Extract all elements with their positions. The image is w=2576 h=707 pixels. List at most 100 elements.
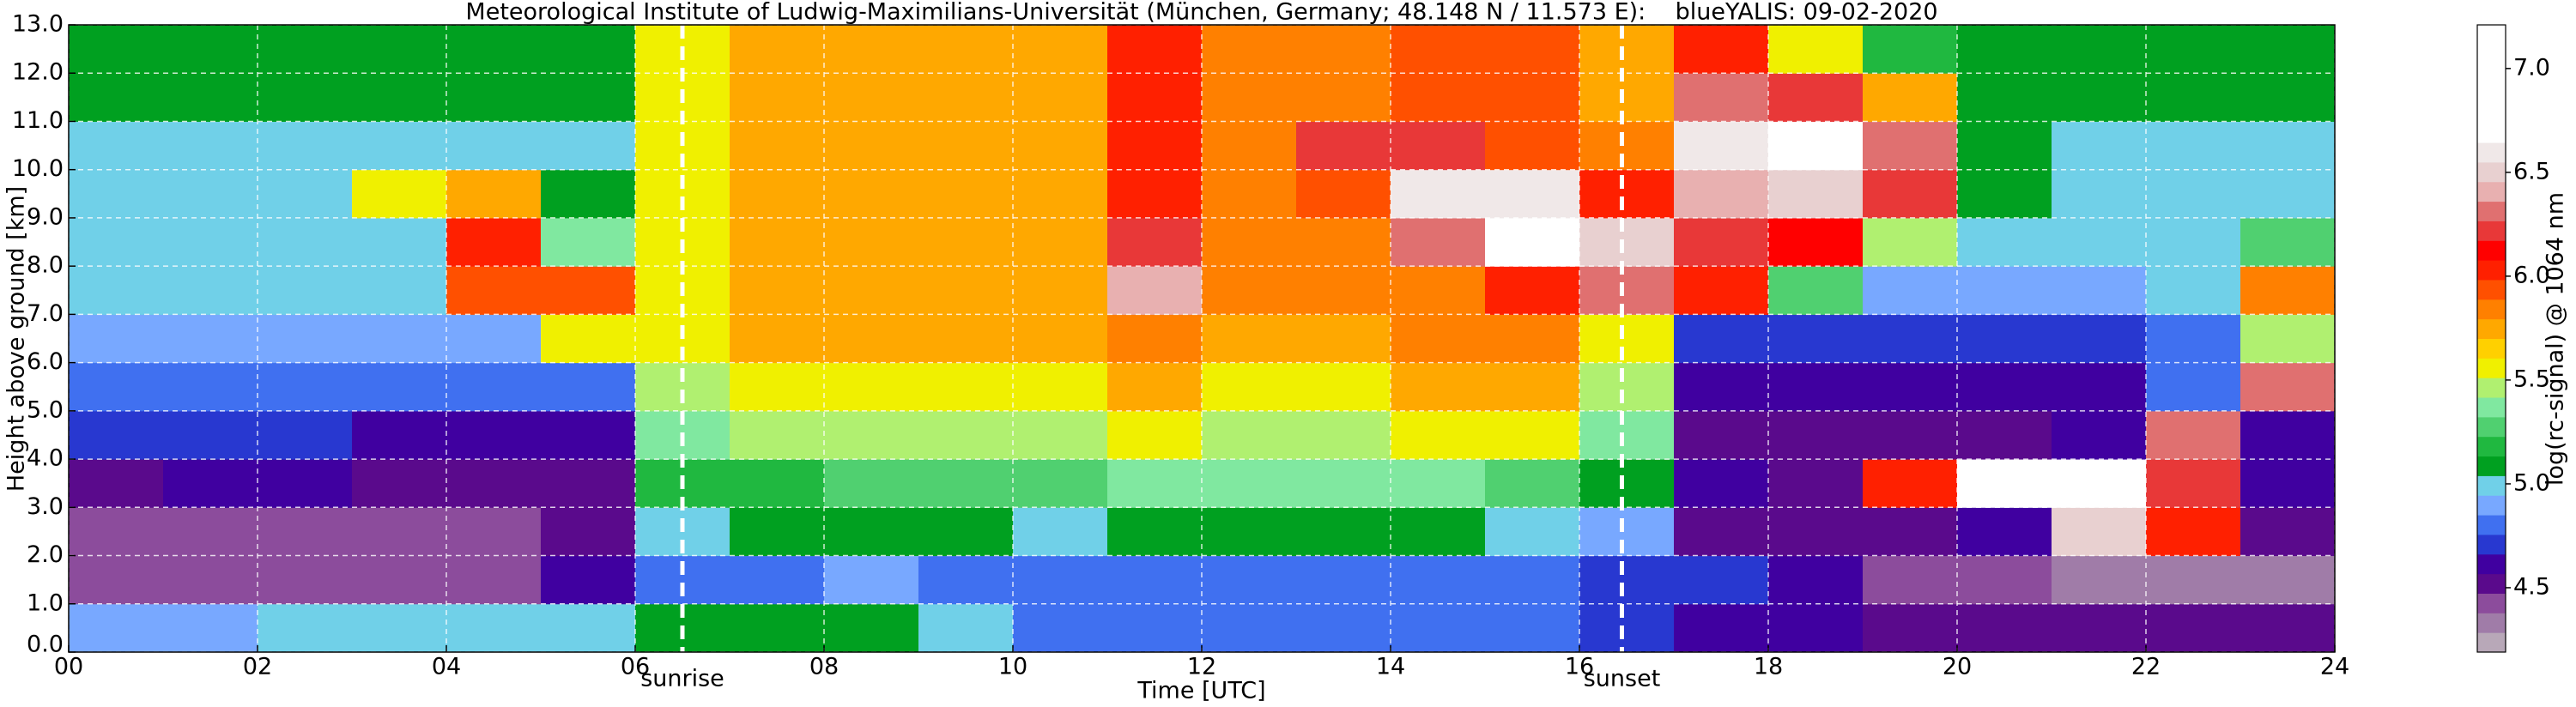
heatmap-cell <box>352 169 447 219</box>
heatmap-cell <box>1013 555 1108 605</box>
heatmap-cell <box>1202 121 1297 171</box>
y-tick-label: 1.0 <box>27 589 64 616</box>
heatmap-cell <box>730 25 825 74</box>
y-tick-label: 8.0 <box>27 252 64 279</box>
heatmap-cell <box>1296 555 1391 605</box>
heatmap-cell <box>1107 266 1203 315</box>
colorbar-tick-label: 5.0 <box>2513 469 2550 496</box>
annotation-label: sunrise <box>640 666 724 692</box>
heatmap-cell <box>1296 459 1391 508</box>
heatmap-cell <box>1579 362 1675 412</box>
heatmap-cell <box>918 73 1014 122</box>
heatmap-cell <box>541 73 636 122</box>
heatmap-cell <box>446 73 542 122</box>
heatmap-cell <box>352 314 447 364</box>
heatmap-cell <box>1107 217 1203 267</box>
y-tick-label: 2.0 <box>27 541 64 568</box>
heatmap-cell <box>2052 169 2147 219</box>
heatmap-cell <box>2146 169 2241 219</box>
heatmap-cell <box>1202 169 1297 219</box>
colorbar-segment <box>2477 240 2506 261</box>
heatmap-cell <box>1391 121 1486 171</box>
heatmap-cell <box>541 507 636 557</box>
heatmap-cell <box>918 217 1014 267</box>
x-tick-label: 00 <box>54 654 83 680</box>
heatmap-cell <box>1107 459 1203 508</box>
heatmap-cell <box>1674 217 1769 267</box>
heatmap-cell <box>918 507 1014 557</box>
heatmap-cell <box>1202 459 1297 508</box>
heatmap-cell <box>163 169 258 219</box>
heatmap-cell <box>1202 73 1297 122</box>
heatmap-cell <box>541 314 636 364</box>
heatmap-cell <box>1863 169 1958 219</box>
heatmap-cell <box>69 507 164 557</box>
heatmap-cell <box>1013 603 1108 653</box>
heatmap-cell <box>1391 555 1486 605</box>
heatmap-cell <box>918 25 1014 74</box>
heatmap-cell <box>1485 410 1580 460</box>
heatmap-cell <box>1485 555 1580 605</box>
heatmap-cell <box>69 266 164 315</box>
annotation-label: sunset <box>1584 666 1661 692</box>
heatmap-cell <box>258 362 353 412</box>
heatmap-cell <box>1579 169 1675 219</box>
heatmap-cell <box>258 169 353 219</box>
heatmap-cell <box>258 507 353 557</box>
heatmap-cell <box>1863 121 1958 171</box>
x-tick-label: 10 <box>998 654 1027 680</box>
colorbar-segment <box>2477 515 2506 535</box>
heatmap-cell <box>2240 459 2336 508</box>
heatmap-cell <box>1674 169 1769 219</box>
colorbar-segment <box>2477 495 2506 516</box>
heatmap-cell <box>1296 266 1391 315</box>
heatmap-cell <box>2240 362 2336 412</box>
heatmap-cell <box>1013 121 1108 171</box>
heatmap-cell <box>2146 410 2241 460</box>
colorbar-segment <box>2477 181 2506 202</box>
heatmap-cell <box>1863 314 1958 364</box>
heatmap-cell <box>163 314 258 364</box>
heatmap-cell <box>1957 73 2052 122</box>
colorbar-tick-label: 5.5 <box>2513 366 2550 392</box>
heatmap-cell <box>1485 121 1580 171</box>
heatmap-cell <box>2052 314 2147 364</box>
heatmap-cell <box>69 555 164 605</box>
heatmap-cell <box>1863 603 1958 653</box>
heatmap-cell <box>352 266 447 315</box>
heatmap-cell <box>1768 362 1864 412</box>
heatmap-cell <box>163 555 258 605</box>
heatmap-cell <box>2240 266 2336 315</box>
colorbar-tick-label: 4.5 <box>2513 573 2550 600</box>
colorbar-segment <box>2477 632 2506 653</box>
heatmap-cell <box>730 217 825 267</box>
heatmap-cell <box>258 25 353 74</box>
heatmap-cell <box>1391 266 1486 315</box>
heatmap-cell <box>1863 459 1958 508</box>
heatmap-cell <box>1863 266 1958 315</box>
heatmap-cell <box>69 603 164 653</box>
heatmap-cell <box>2240 555 2336 605</box>
x-tick-label: 18 <box>1754 654 1783 680</box>
heatmap-cell <box>1768 25 1864 74</box>
heatmap-cell <box>2146 266 2241 315</box>
heatmap-cell <box>918 266 1014 315</box>
heatmap-cell <box>163 362 258 412</box>
heatmap-cell <box>69 217 164 267</box>
heatmap-cell <box>2146 217 2241 267</box>
heatmap-cell <box>1768 73 1864 122</box>
heatmap-cell <box>1957 362 2052 412</box>
heatmap-cell <box>2146 507 2241 557</box>
heatmap-cell <box>1674 507 1769 557</box>
heatmap-cell <box>2052 217 2147 267</box>
heatmap-cell <box>1957 555 2052 605</box>
heatmap-cell <box>730 266 825 315</box>
y-tick-label: 3.0 <box>27 493 64 520</box>
heatmap-cell <box>1391 507 1486 557</box>
heatmap-cell <box>824 410 919 460</box>
heatmap-cell <box>1202 217 1297 267</box>
heatmap-cell <box>1579 121 1675 171</box>
heatmap-cell <box>730 603 825 653</box>
heatmap-cell <box>1485 314 1580 364</box>
heatmap-cell <box>163 266 258 315</box>
